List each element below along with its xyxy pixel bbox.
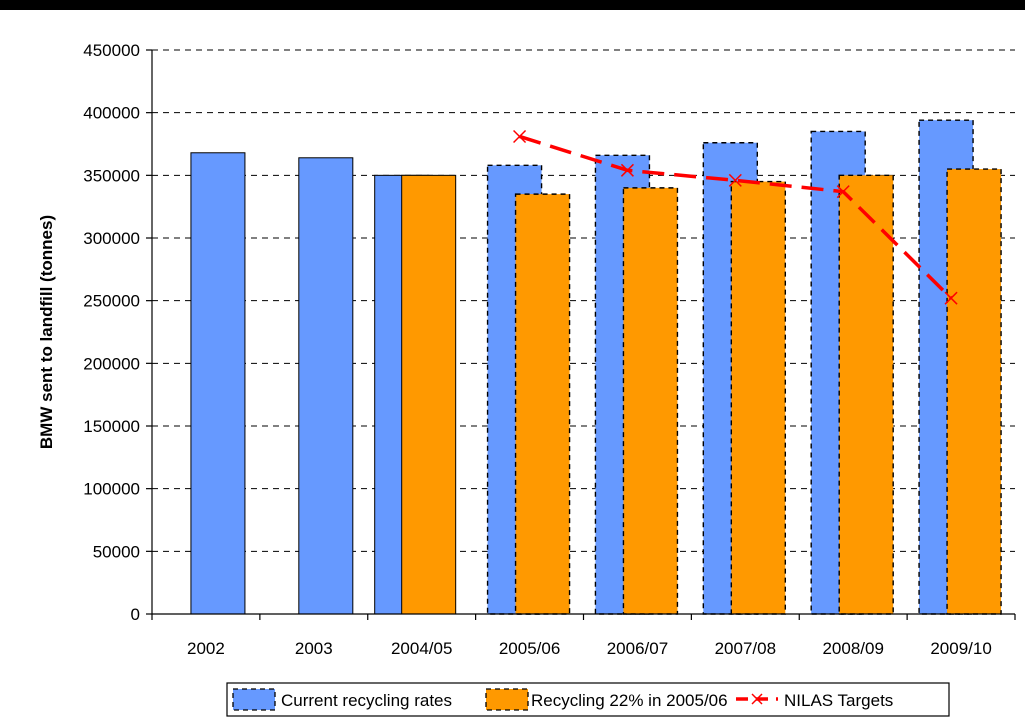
y-tick-label: 400000 <box>83 104 140 123</box>
target-marker <box>944 291 958 305</box>
y-tick-labels: 0 50000 100000 150000 200000 250000 300000 3500… <box>83 41 140 624</box>
x-tick-label: 2009/10 <box>930 639 991 658</box>
target-marker <box>728 173 742 187</box>
bar-current-recycling <box>190 152 246 615</box>
bar-recycling-22 <box>401 174 457 615</box>
y-tick-label: 150000 <box>83 417 140 436</box>
x-tick-label: 2002 <box>187 639 225 658</box>
bar-recycling-22 <box>622 187 679 615</box>
legend: Current recycling rates Recycling 22% in … <box>226 682 950 717</box>
bar-recycling-22 <box>946 168 1002 615</box>
y-tick-label: 450000 <box>83 41 140 60</box>
target-line <box>519 134 953 300</box>
legend-label-current: Current recycling rates <box>281 691 452 710</box>
axes <box>146 49 1016 620</box>
top-rule <box>0 0 1025 10</box>
target-line-layer <box>513 129 958 305</box>
gridlines <box>152 49 1015 552</box>
x-tick-labels: 2002 2003 2004/05 2005/06 2006/07 2007/08 2008… <box>187 639 992 658</box>
y-tick-label: 100000 <box>83 480 140 499</box>
bar-recycling-22 <box>838 174 894 615</box>
x-tick-label: 2003 <box>295 639 333 658</box>
x-tick-label: 2006/07 <box>607 639 668 658</box>
y-tick-label: 250000 <box>83 292 140 311</box>
y-tick-label: 50000 <box>93 542 140 561</box>
target-marker <box>620 163 634 177</box>
y-axis-title: BMW sent to landfill (tonnes) <box>37 215 56 449</box>
target-marker <box>513 129 527 144</box>
y-tick-label: 200000 <box>83 354 140 373</box>
x-tick-label: 2005/06 <box>499 639 560 658</box>
x-tick-label: 2007/08 <box>715 639 776 658</box>
marker-stroke <box>620 163 634 177</box>
y-tick-label: 300000 <box>83 229 140 248</box>
bar-recycling-22 <box>730 180 787 615</box>
marker-stroke <box>513 129 527 144</box>
marker-stroke <box>944 291 958 305</box>
legend-swatch-current <box>232 688 276 711</box>
y-tick-label: 0 <box>131 605 140 624</box>
marker-stroke <box>836 185 850 199</box>
x-tick-label: 2004/05 <box>391 639 452 658</box>
legend-label-recycling: Recycling 22% in 2005/06 <box>531 691 728 710</box>
legend-label-target: NILAS Targets <box>784 691 893 710</box>
legend-swatch-recycling <box>485 688 529 711</box>
legend-marker-stroke <box>751 693 763 705</box>
bar-current-recycling <box>298 157 354 615</box>
x-tick-label: 2008/09 <box>822 639 883 658</box>
y-tick-label: 350000 <box>83 166 140 185</box>
marker-stroke <box>728 173 742 187</box>
legend-box <box>226 682 950 717</box>
bar-recycling-22 <box>514 193 571 615</box>
bars-layer <box>190 119 1002 615</box>
target-marker <box>836 185 850 199</box>
